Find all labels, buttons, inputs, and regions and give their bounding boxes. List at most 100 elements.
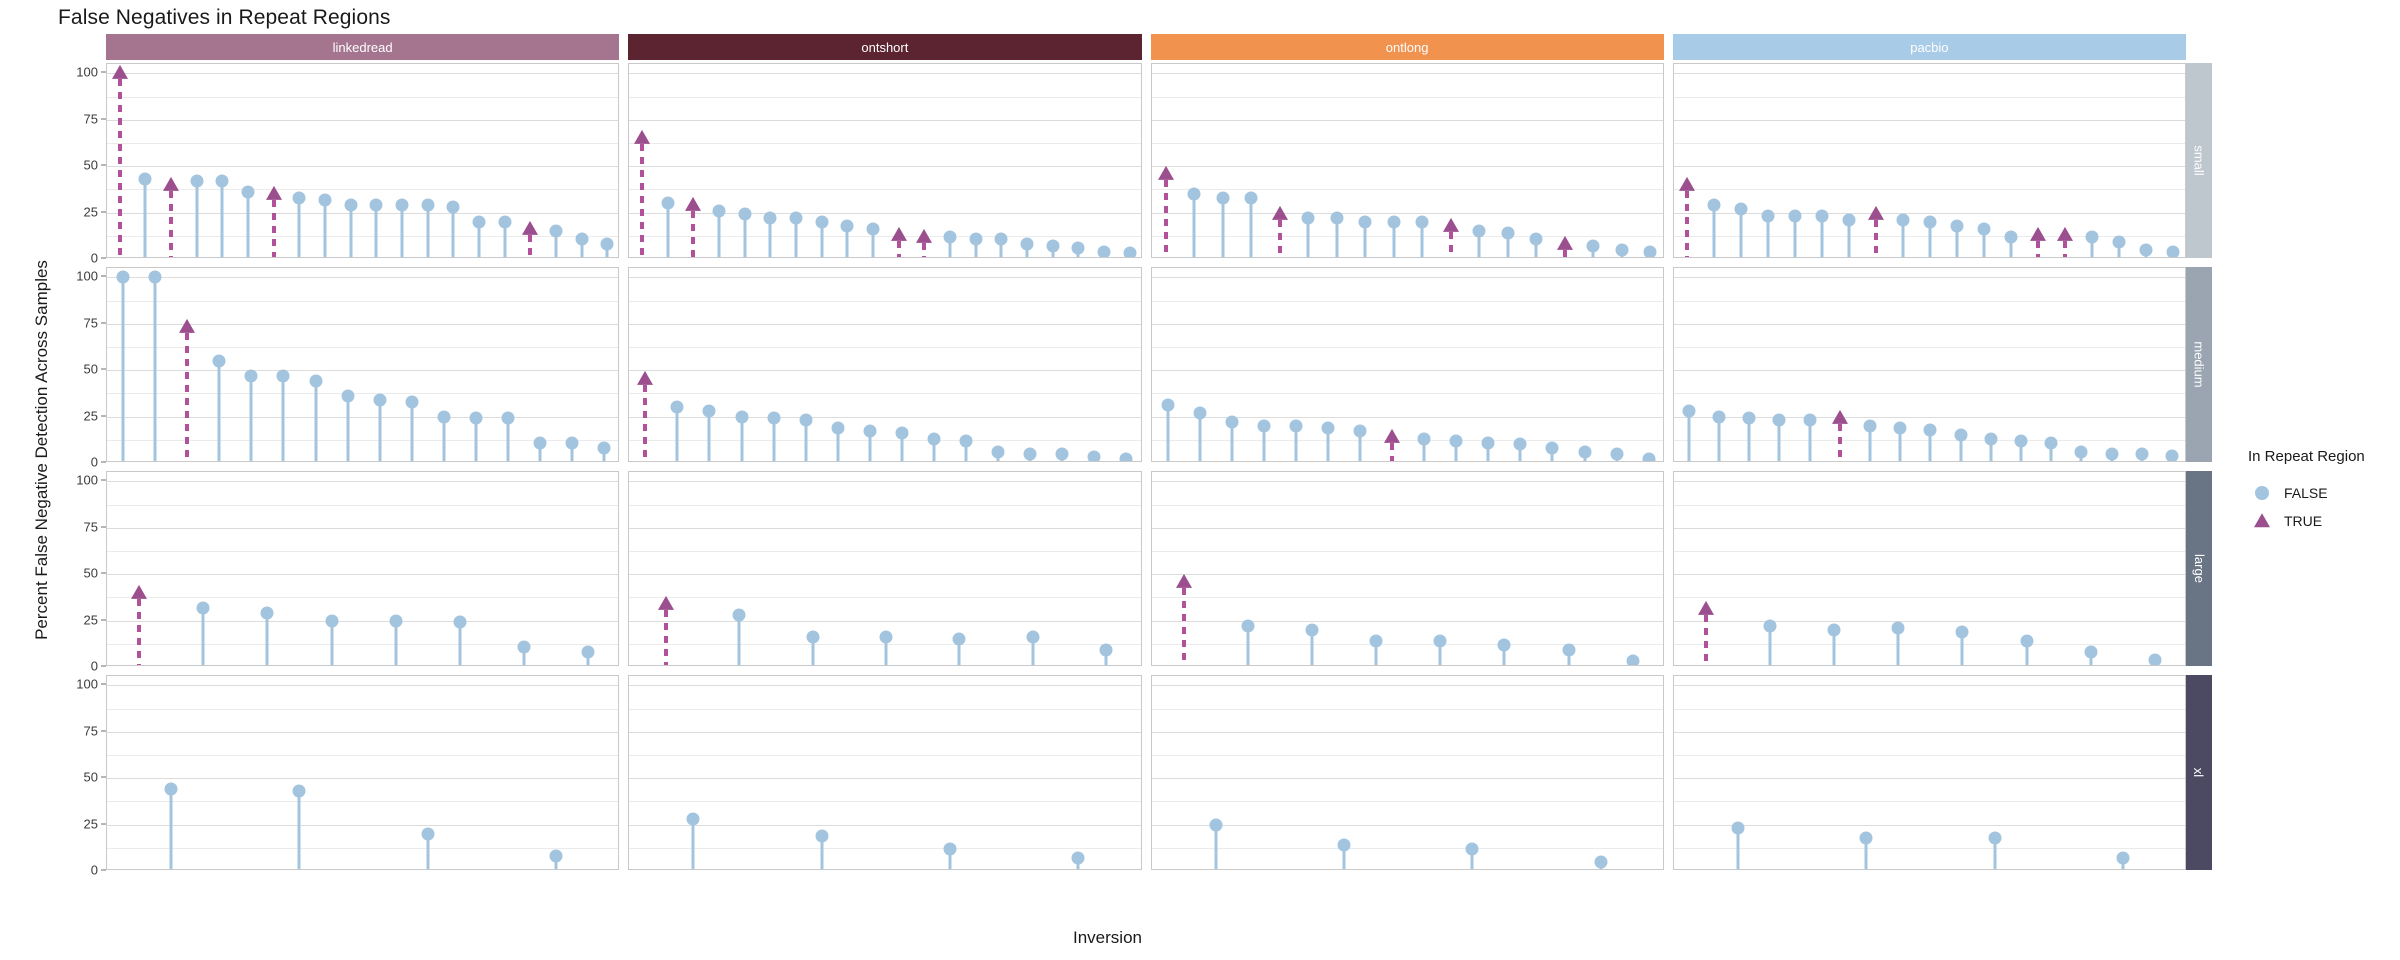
stem-true (2063, 235, 2068, 257)
y-axis-ticks-large: 0 25 50 75 100 (62, 471, 106, 674)
stem-false (900, 433, 904, 461)
y-axis-title: Percent False Negative Detection Across … (32, 260, 51, 640)
stem-false (2049, 442, 2053, 461)
gridline-minor (107, 189, 619, 191)
data-point-false (1626, 654, 1640, 665)
gridline-minor (107, 643, 619, 645)
data-point-false (469, 411, 483, 425)
stem-false (1868, 425, 1872, 461)
stem-false (1294, 425, 1298, 461)
data-point-false (1187, 187, 1201, 201)
triangle-marker-icon (2248, 507, 2276, 535)
gridline-minor (107, 96, 619, 98)
stem-dash-segment (117, 79, 122, 87)
data-point-false (1099, 643, 1113, 657)
data-point-false (1731, 821, 1745, 835)
data-point-false (1097, 245, 1111, 257)
gridline-minor (1673, 346, 2185, 348)
stem-false (1747, 418, 1751, 461)
data-point-false (1216, 191, 1230, 205)
stem-false (1230, 422, 1234, 461)
stem-dash-segment (1277, 220, 1282, 228)
gridline-minor (1673, 550, 2185, 552)
legend-item-true[interactable]: TRUE (2248, 507, 2398, 535)
stem-dash-segment (643, 437, 648, 445)
stem-false (346, 396, 350, 461)
stem-false (394, 620, 398, 665)
data-point-false (1642, 452, 1656, 461)
stem-false (458, 622, 462, 665)
facet-col-strip-label: pacbio (1910, 39, 1949, 55)
data-point-false (2135, 447, 2149, 461)
y-tick-mark (101, 164, 106, 166)
gridline-minor (1151, 504, 1663, 506)
stem-false (1712, 205, 1716, 257)
data-point-false (959, 434, 973, 448)
data-point-false (196, 601, 210, 615)
legend-items: FALSE TRUE (2248, 479, 2398, 535)
stem-dash-segment (117, 235, 122, 243)
data-point-false (702, 404, 716, 418)
data-point-false (2116, 851, 2130, 865)
facet-row-strip-large: large (2186, 471, 2212, 666)
stem-false (948, 236, 952, 257)
gridline-minor (629, 754, 1141, 756)
stem-dash-segment (169, 229, 174, 237)
data-point-false (453, 615, 467, 629)
legend-item-label: FALSE (2284, 485, 2328, 501)
stem-dash-segment (663, 635, 668, 643)
facet-col-strip-linkedread: linkedread (106, 34, 620, 60)
stem-false (868, 431, 872, 461)
data-point-false (1712, 410, 1726, 424)
data-point-false (2139, 243, 2153, 257)
gridline-major (107, 778, 619, 780)
facet-col-strip-ontshort: ontshort (628, 34, 1142, 60)
stem-false (522, 646, 526, 665)
stem-false (503, 221, 507, 257)
y-tick-mark (101, 665, 106, 667)
stem-false (1847, 220, 1851, 257)
y-tick-mark (101, 479, 106, 481)
gridline-major (629, 481, 1141, 483)
stem-false (538, 442, 542, 461)
stem-dash-segment (1181, 587, 1186, 595)
stem-true (117, 73, 122, 257)
stem-dash-segment (137, 650, 142, 658)
stem-false (1832, 629, 1836, 665)
gridline-minor (1151, 393, 1663, 395)
stem-false (1793, 216, 1797, 257)
y-tick-mark (101, 257, 106, 259)
data-point-false (1353, 424, 1367, 438)
stem-dash-segment (137, 624, 142, 632)
data-point-false (389, 614, 403, 628)
gridline-major (1151, 212, 1663, 214)
stem-dash-segment (117, 157, 122, 165)
y-tick-mark (101, 461, 106, 463)
column-strip-row: linkedread ontshort ontlong pacbio (62, 34, 2212, 60)
panel-linkedread-medium (106, 267, 620, 462)
data-point-false (712, 204, 726, 218)
gridline-minor (629, 96, 1141, 98)
legend-item-false[interactable]: FALSE (2248, 479, 2398, 507)
data-point-true (522, 221, 539, 236)
gridline-major (1673, 685, 2185, 687)
data-point-false (1578, 445, 1592, 459)
data-point-false (276, 369, 290, 383)
data-point-false (1305, 623, 1319, 637)
data-point-false (2004, 230, 2018, 244)
stem-true (528, 229, 533, 257)
data-point-true (1271, 206, 1288, 221)
data-point-false (670, 400, 684, 414)
stem-dash-segment (271, 239, 276, 246)
y-tick-mark (101, 869, 106, 871)
gridline-major (1151, 685, 1663, 687)
stem-dash-segment (1163, 244, 1168, 252)
stem-dash-segment (1874, 220, 1879, 228)
stem-false (794, 218, 798, 257)
stem-false (2009, 236, 2013, 257)
stem-false (554, 231, 558, 257)
data-point-false (1301, 211, 1315, 225)
panel-pacbio-medium (1672, 267, 2186, 462)
data-point-false (1225, 415, 1239, 429)
panel-ontlong-large (1150, 471, 1664, 666)
